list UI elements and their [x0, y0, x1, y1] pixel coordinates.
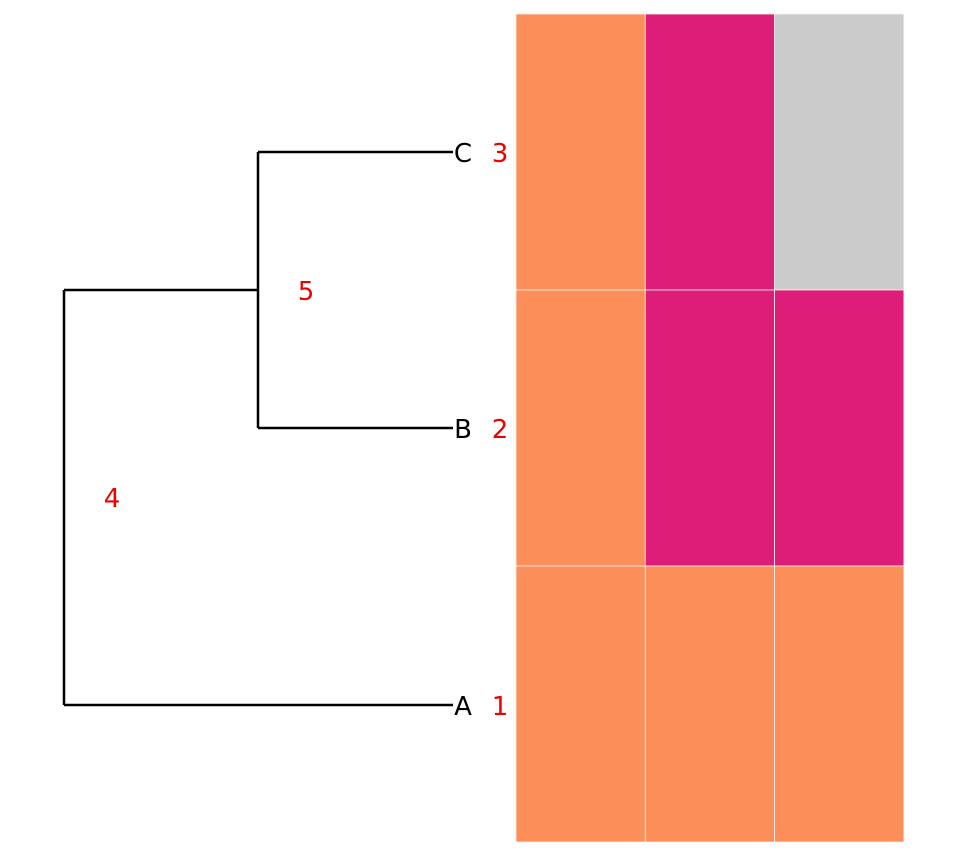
tip-label-c: C: [454, 139, 472, 169]
tip-label-b: B: [454, 415, 472, 445]
node-label-3: 3: [492, 139, 509, 169]
heatmap-cell-b-2: [644, 289, 775, 567]
heatmap-cell-c-3: [774, 13, 905, 291]
heatmap-cell-a-1: [515, 565, 646, 843]
node-labels: 3 2 1 5 4: [104, 139, 509, 722]
tip-label-a: A: [454, 692, 472, 722]
node-label-2: 2: [492, 415, 509, 445]
heatmap-cell-a-2: [644, 565, 775, 843]
node-label-1: 1: [492, 692, 509, 722]
heatmap-cell-c-2: [644, 13, 775, 291]
node-label-5: 5: [298, 277, 315, 307]
tree-branches: [62, 150, 453, 707]
tip-labels: C B A: [454, 139, 472, 722]
heatmap-cell-c-1: [515, 13, 646, 291]
heatmap-cell-b-1: [515, 289, 646, 567]
node-label-4: 4: [104, 484, 121, 514]
heatmap: [515, 13, 905, 843]
heatmap-cell-a-3: [774, 565, 905, 843]
heatmap-cell-b-3: [774, 289, 905, 567]
